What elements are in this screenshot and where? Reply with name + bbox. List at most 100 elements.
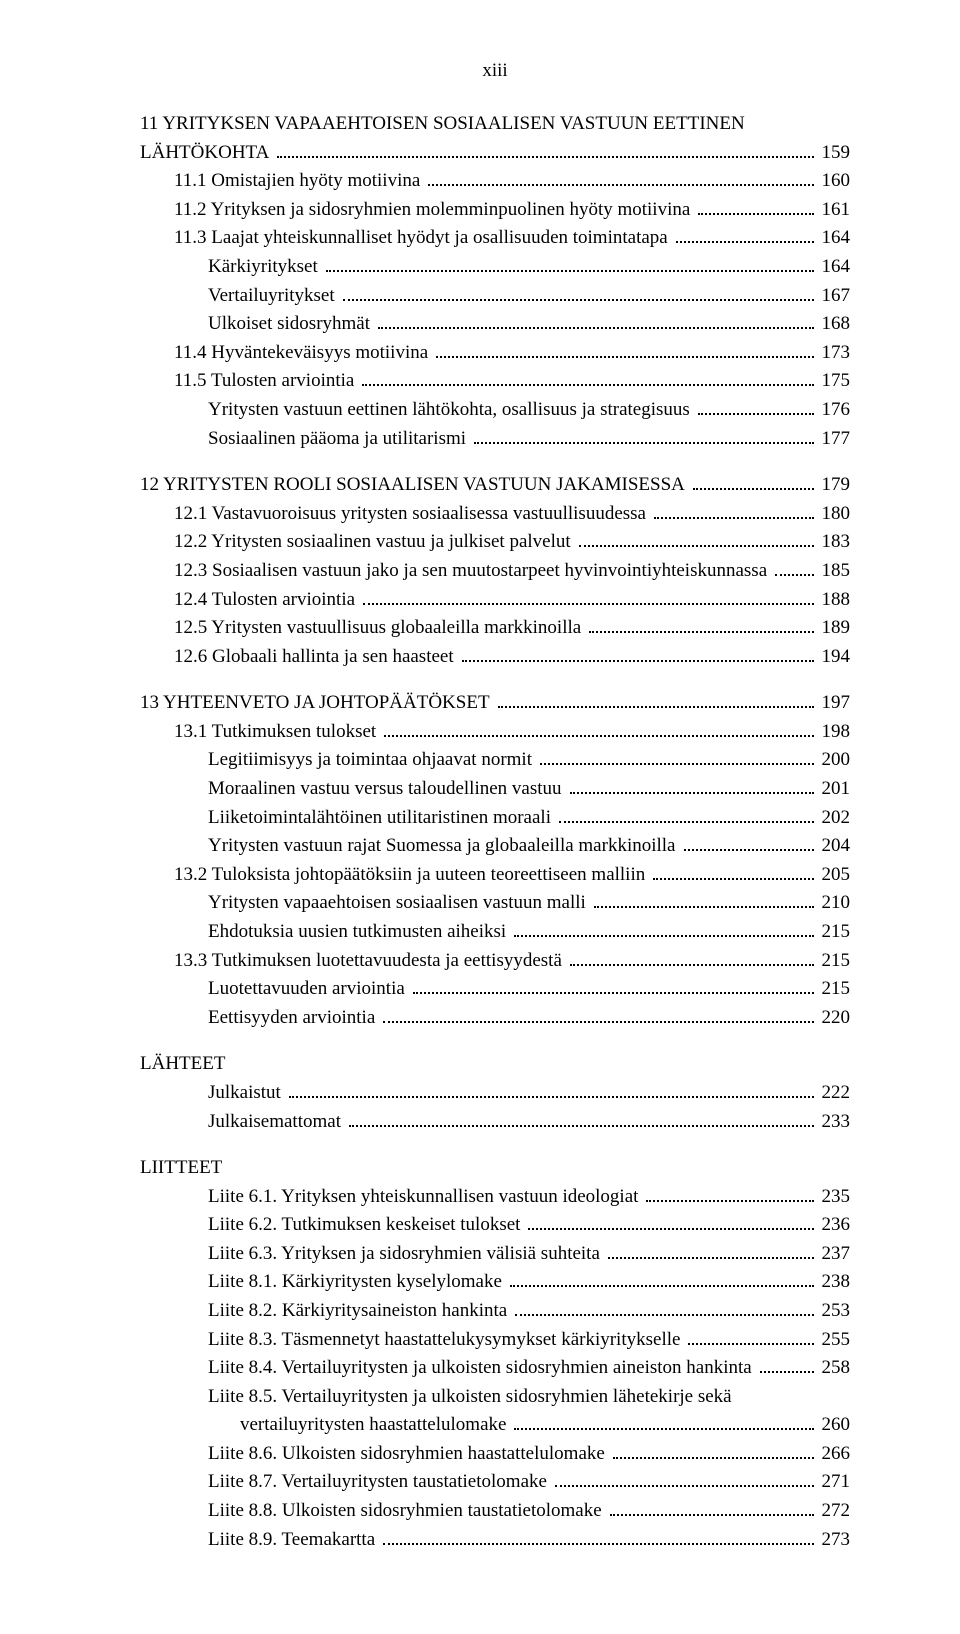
- toc-entry-label: Liite 6.2. Tutkimuksen keskeiset tulokse…: [208, 1211, 524, 1240]
- toc-leader-dots: [676, 224, 814, 243]
- toc-leader-dots: [343, 281, 814, 300]
- toc-entry-label: 12.5 Yritysten vastuullisuus globaaleill…: [174, 614, 585, 643]
- toc-entry: Liite 8.4. Vertailuyritysten ja ulkoiste…: [140, 1354, 850, 1383]
- page-number: xiii: [140, 60, 850, 82]
- toc-entry-label: Ulkoiset sidosryhmät: [208, 310, 374, 339]
- toc-leader-dots: [698, 396, 814, 415]
- toc-entry-label: 12.2 Yritysten sosiaalinen vastuu ja jul…: [174, 528, 575, 557]
- toc-entry-page: 220: [818, 1004, 851, 1033]
- toc-entry-page: 204: [818, 832, 851, 861]
- toc-entry-label: 12.6 Globaali hallinta ja sen haasteet: [174, 643, 458, 672]
- toc-entry: 11.3 Laajat yhteiskunnalliset hyödyt ja …: [140, 224, 850, 253]
- toc-entry-label: Vertailuyritykset: [208, 282, 339, 311]
- toc-entry: 13.3 Tutkimuksen luotettavuudesta ja eet…: [140, 947, 850, 976]
- toc-entry-label: Moraalinen vastuu versus taloudellinen v…: [208, 775, 566, 804]
- toc-entry-page: 185: [818, 557, 851, 586]
- toc-entry-label: Liite 8.3. Täsmennetyt haastattelukysymy…: [208, 1326, 684, 1355]
- toc-entry-label: 11.2 Yrityksen ja sidosryhmien molemminp…: [174, 196, 694, 225]
- toc-entry-page: 215: [818, 947, 851, 976]
- toc-entry: Liite 8.1. Kärkiyritysten kyselylomake23…: [140, 1268, 850, 1297]
- toc-entry-page: 272: [818, 1497, 851, 1526]
- toc-leader-dots: [570, 947, 814, 966]
- toc-leader-dots: [515, 1297, 813, 1316]
- toc-entry-label: Liite 6.3. Yrityksen ja sidosryhmien väl…: [208, 1240, 604, 1269]
- toc-entry-label: Legitiimisyys ja toimintaa ohjaavat norm…: [208, 746, 536, 775]
- toc-entry-page: 215: [818, 975, 851, 1004]
- toc-entry-page: 183: [818, 528, 851, 557]
- toc-entry-page: 180: [818, 500, 851, 529]
- toc-entry-page: 188: [818, 586, 851, 615]
- toc-leader-dots: [528, 1211, 813, 1230]
- table-of-contents: 11 YRITYKSEN VAPAAEHTOISEN SOSIAALISEN V…: [140, 110, 850, 1554]
- toc-entry: Ehdotuksia uusien tutkimusten aiheiksi21…: [140, 918, 850, 947]
- toc-entry-label: 11.4 Hyväntekeväisyys motiivina: [174, 339, 432, 368]
- toc-entry: LIITTEET: [140, 1154, 850, 1183]
- toc-entry: Legitiimisyys ja toimintaa ohjaavat norm…: [140, 746, 850, 775]
- toc-entry: Liite 8.7. Vertailuyritysten taustatieto…: [140, 1468, 850, 1497]
- toc-entry: Liite 8.8. Ulkoisten sidosryhmien tausta…: [140, 1497, 850, 1526]
- toc-entry: Liite 8.9. Teemakartta273: [140, 1526, 850, 1555]
- toc-entry: Liiketoimintalähtöinen utilitaristinen m…: [140, 804, 850, 833]
- toc-entry-page: 167: [818, 282, 851, 311]
- toc-entry: Vertailuyritykset 167: [140, 281, 850, 310]
- toc-leader-dots: [363, 585, 813, 604]
- toc-entry-page: 159: [818, 139, 851, 168]
- toc-entry: 11.4 Hyväntekeväisyys motiivina173: [140, 339, 850, 368]
- toc-entry-page: 160: [818, 167, 851, 196]
- toc-leader-dots: [760, 1354, 814, 1373]
- toc-entry: 12.3 Sosiaalisen vastuun jako ja sen muu…: [140, 557, 850, 586]
- toc-leader-dots: [383, 1004, 813, 1023]
- toc-leader-dots: [514, 918, 813, 937]
- toc-entry-page: 205: [818, 861, 851, 890]
- toc-entry-page: 201: [818, 775, 851, 804]
- toc-entry-label: Liite 8.4. Vertailuyritysten ja ulkoiste…: [208, 1354, 756, 1383]
- toc-entry: 11.1 Omistajien hyöty motiivina160: [140, 167, 850, 196]
- toc-entry: 11.5 Tulosten arviointia175: [140, 367, 850, 396]
- toc-entry: Liite 8.6. Ulkoisten sidosryhmien haasta…: [140, 1440, 850, 1469]
- toc-entry: 11 YRITYKSEN VAPAAEHTOISEN SOSIAALISEN V…: [140, 110, 850, 139]
- toc-entry-page: 177: [818, 425, 851, 454]
- toc-leader-dots: [646, 1183, 813, 1202]
- toc-entry-page: 202: [818, 804, 851, 833]
- toc-entry-label: 13 YHTEENVETO JA JOHTOPÄÄTÖKSET: [140, 689, 494, 718]
- toc-leader-dots: [383, 1526, 813, 1545]
- toc-entry-page: 233: [818, 1108, 851, 1137]
- toc-leader-dots: [498, 689, 814, 708]
- toc-leader-dots: [555, 1468, 814, 1487]
- toc-entry-page: 273: [818, 1526, 851, 1555]
- toc-entry: 12.6 Globaali hallinta ja sen haasteet19…: [140, 643, 850, 672]
- toc-entry-label: LÄHTÖKOHTA: [140, 139, 273, 168]
- toc-entry-page: 266: [818, 1440, 851, 1469]
- toc-leader-dots: [277, 139, 813, 158]
- toc-leader-dots: [613, 1440, 814, 1459]
- toc-entry-page: 271: [818, 1468, 851, 1497]
- toc-leader-dots: [378, 310, 813, 329]
- toc-leader-dots: [413, 975, 814, 994]
- toc-entry-label: Sosiaalinen pääoma ja utilitarismi: [208, 425, 470, 454]
- toc-entry: Liite 8.2. Kärkiyritysaineiston hankinta…: [140, 1297, 850, 1326]
- toc-leader-dots: [436, 339, 813, 358]
- toc-entry-label: Liite 8.2. Kärkiyritysaineiston hankinta: [208, 1297, 511, 1326]
- toc-leader-dots: [428, 167, 813, 186]
- toc-entry-label: Luotettavuuden arviointia: [208, 975, 409, 1004]
- toc-entry-label: 13.2 Tuloksista johtopäätöksiin ja uutee…: [174, 861, 649, 890]
- toc-entry-label: Liite 8.6. Ulkoisten sidosryhmien haasta…: [208, 1440, 609, 1469]
- toc-leader-dots: [594, 889, 814, 908]
- toc-entry-page: 222: [818, 1079, 851, 1108]
- toc-entry-page: 164: [818, 253, 851, 282]
- toc-leader-dots: [684, 832, 814, 851]
- toc-entry: Sosiaalinen pääoma ja utilitarismi 177: [140, 424, 850, 453]
- toc-entry-label: 11.3 Laajat yhteiskunnalliset hyödyt ja …: [174, 224, 672, 253]
- toc-entry-label: LIITTEET: [140, 1154, 226, 1183]
- toc-entry: 13 YHTEENVETO JA JOHTOPÄÄTÖKSET 197: [140, 689, 850, 718]
- toc-entry-label: LÄHTEET: [140, 1050, 229, 1079]
- toc-entry-label: Liiketoimintalähtöinen utilitaristinen m…: [208, 804, 555, 833]
- toc-entry: 12 YRITYSTEN ROOLI SOSIAALISEN VASTUUN J…: [140, 471, 850, 500]
- toc-entry-label: 12.1 Vastavuoroisuus yritysten sosiaalis…: [174, 500, 650, 529]
- toc-entry: Liite 8.3. Täsmennetyt haastattelukysymy…: [140, 1325, 850, 1354]
- toc-entry: 13.1 Tutkimuksen tulokset198: [140, 718, 850, 747]
- toc-entry-page: 179: [818, 471, 851, 500]
- toc-entry-page: 197: [818, 689, 851, 718]
- toc-entry: 13.2 Tuloksista johtopäätöksiin ja uutee…: [140, 861, 850, 890]
- toc-leader-dots: [775, 557, 813, 576]
